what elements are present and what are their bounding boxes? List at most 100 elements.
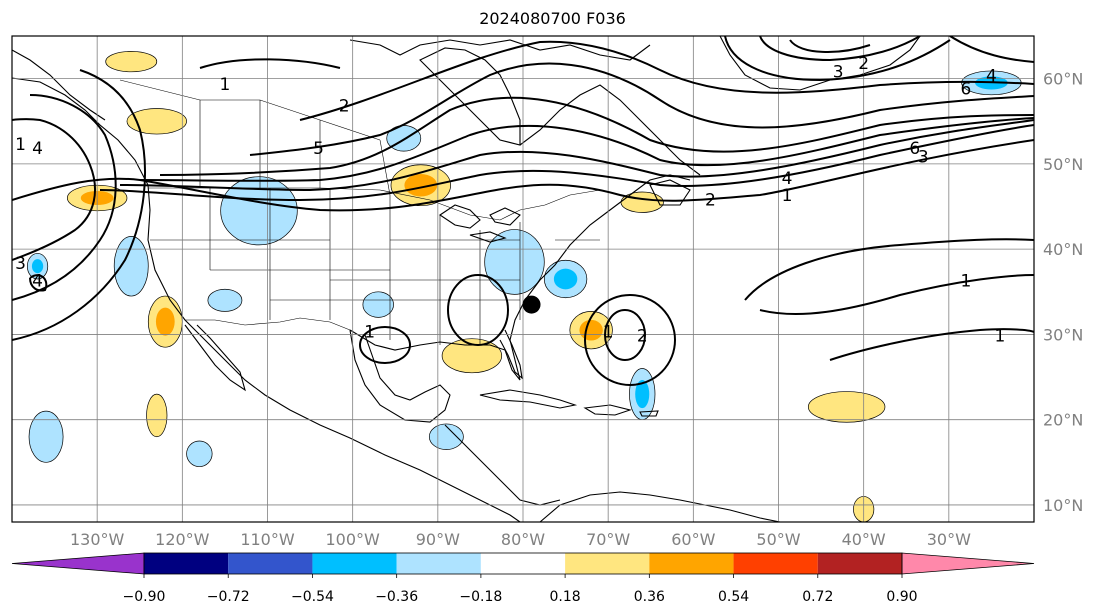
contour-label: 6 (909, 139, 920, 159)
shaded-region-core (31, 259, 44, 274)
contour-label: 1 (782, 186, 793, 206)
contour-label: 1 (960, 271, 971, 291)
shaded-region-core (553, 268, 578, 290)
location-marker (522, 295, 541, 314)
colorbar-segment (480, 553, 566, 574)
contour-central-atlantic (744, 238, 1034, 301)
shaded-region (146, 393, 168, 438)
colorbar-segment (733, 553, 818, 574)
contour-jet-3 (119, 119, 1034, 192)
contour-label: 2 (858, 54, 869, 74)
longitude-label: 120°W (155, 530, 210, 549)
shaded-region (126, 108, 187, 135)
contour-atlantic-ridge (759, 274, 1034, 315)
coastline-arctic (349, 39, 651, 61)
longitude-label: 130°W (70, 530, 125, 549)
contour-atlantic-low-inner (604, 309, 646, 361)
contour-atlantic-south (829, 328, 1034, 361)
coastline-puerto-rico (639, 410, 659, 417)
shaded-region-core (579, 319, 603, 341)
contour-jet-4 (139, 117, 1034, 182)
colorbar-label: −0.18 (459, 589, 502, 605)
contour-jet-7 (299, 40, 1034, 121)
shaded-region-core (635, 380, 650, 409)
contour-pacific-2 (12, 94, 117, 301)
latitude-label: 60°N (1043, 70, 1083, 89)
shaded-region-core (155, 307, 175, 336)
latitude-label: 40°N (1043, 240, 1083, 259)
colorbar-label: 0.90 (886, 589, 917, 605)
contour-lines (12, 36, 1034, 386)
contour-label: 1 (603, 322, 614, 342)
contour-label: 3 (15, 254, 26, 274)
shaded-region (186, 440, 213, 467)
shaded-region (28, 410, 64, 463)
longitude-label: 60°W (671, 530, 715, 549)
longitude-label: 30°W (927, 530, 971, 549)
colorbar-frame (143, 552, 903, 575)
contour-label: 4 (32, 139, 43, 159)
colorbar-label: −0.72 (207, 589, 250, 605)
contour-greenland-4 (949, 36, 1034, 63)
shaded-region (113, 236, 149, 297)
contour-label: 5 (313, 139, 324, 159)
longitude-label: 100°W (325, 530, 380, 549)
contour-tiny-pacific (29, 274, 48, 292)
contour-jet-2 (99, 124, 1034, 202)
province-lines (119, 79, 391, 196)
longitude-label: 80°W (501, 530, 545, 549)
contour-se-low (447, 274, 509, 346)
colorbar-extend-low (11, 552, 145, 575)
longitude-label: 90°W (416, 530, 460, 549)
shaded-region (428, 423, 464, 450)
shaded-region (484, 229, 545, 295)
colorbar-segment (649, 553, 734, 574)
contour-jet-6 (249, 62, 1034, 156)
shaded-region (441, 338, 503, 374)
contour-label: 1 (364, 322, 375, 342)
contour-canada-small (199, 58, 341, 69)
colorbar-label: −0.54 (291, 589, 334, 605)
coastline-cuba (479, 389, 578, 409)
coastline-mexico (349, 329, 451, 423)
longitude-label: 110°W (240, 530, 295, 549)
coastline-great-lakes (439, 204, 521, 243)
coastline-baja (184, 324, 246, 392)
shaded-region-core (404, 173, 438, 197)
longitude-label: 50°W (756, 530, 800, 549)
latitude-label: 50°N (1043, 155, 1083, 174)
coastline-central-america (444, 424, 561, 506)
contour-greenland-3 (789, 39, 871, 53)
shaded-region (362, 291, 394, 318)
contour-jet-5 (159, 96, 1034, 176)
coastline-newfoundland (649, 179, 691, 206)
contour-greenland-2 (759, 36, 921, 62)
latitude-labels: 10°N 20°N 30°N 40°N 50°N 60°N (1043, 70, 1083, 515)
contour-pacific-1 (12, 118, 96, 261)
contour-label: 4 (32, 271, 43, 291)
colorbar-segment (817, 553, 902, 574)
colorbar-label: −0.36 (375, 589, 418, 605)
longitude-labels: 130°W 120°W 110°W 100°W 90°W 80°W 70°W 60°W 50°W… (70, 530, 971, 549)
coastline-alaska (12, 49, 106, 121)
colorbar-label: 0.72 (802, 589, 833, 605)
contour-label: 4 (986, 67, 997, 87)
colorbar-label: 0.54 (718, 589, 749, 605)
latitude-label: 30°N (1043, 325, 1083, 344)
map-frame (11, 35, 1035, 523)
latitude-label: 10°N (1043, 496, 1083, 515)
coastline-hispaniola (583, 404, 632, 416)
contour-label: 1 (15, 135, 26, 155)
shaded-region (105, 50, 158, 73)
shaded-region (807, 391, 886, 423)
contour-label: 1 (220, 75, 231, 95)
contour-greenland-1 (724, 36, 951, 82)
coastline-west (12, 77, 521, 522)
contour-label: 2 (705, 190, 716, 210)
contour-jet-1 (12, 139, 1034, 212)
contour-label: 4 (782, 169, 793, 189)
contour-label: 2 (637, 327, 648, 347)
colorbar-segment (565, 553, 650, 574)
